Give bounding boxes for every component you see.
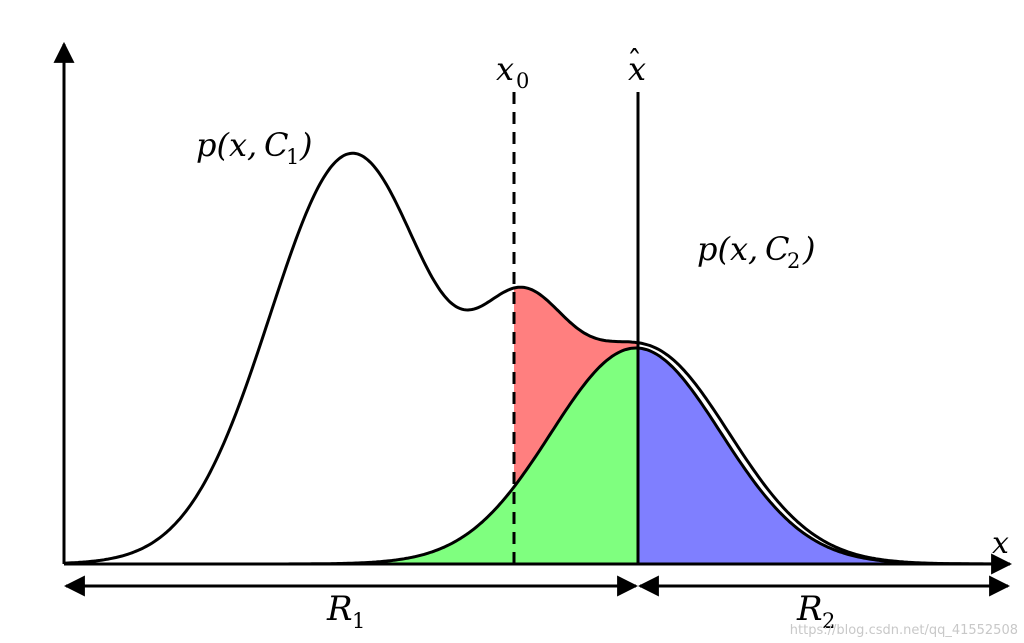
upper-density-curve <box>64 151 1000 566</box>
svg-text:): ) <box>299 126 312 164</box>
svg-text:2: 2 <box>787 249 800 273</box>
svg-text:ˆ: ˆ <box>627 45 642 80</box>
region1-label: R 1 <box>326 589 365 633</box>
svg-text:2: 2 <box>822 609 835 633</box>
svg-text:R: R <box>326 589 353 629</box>
svg-text:C: C <box>765 230 789 268</box>
x-axis-label: x <box>992 526 1009 561</box>
svg-text:p(x,: p(x, <box>196 126 257 164</box>
svg-text:1: 1 <box>352 609 365 633</box>
x0-label: x 0 <box>496 50 529 93</box>
svg-text:): ) <box>802 230 815 268</box>
svg-text:1: 1 <box>286 145 299 169</box>
svg-text:x: x <box>496 50 514 88</box>
svg-text:p(x,: p(x, <box>697 230 758 268</box>
svg-text:x: x <box>628 50 646 88</box>
red-error-region <box>514 287 638 487</box>
region2-label: R 2 <box>796 589 835 633</box>
svg-text:C: C <box>264 126 288 164</box>
svg-text:R: R <box>796 589 823 629</box>
curve1-label: p(x, C 1 ) <box>196 126 312 169</box>
watermark-text: https://blog.csdn.net/qq_41552508 <box>790 623 1018 638</box>
svg-text:0: 0 <box>516 69 529 93</box>
blue-error-region <box>638 348 1000 564</box>
curve2-label: p(x, C 2 ) <box>697 230 815 273</box>
xhat-label: x ˆ <box>627 45 646 88</box>
